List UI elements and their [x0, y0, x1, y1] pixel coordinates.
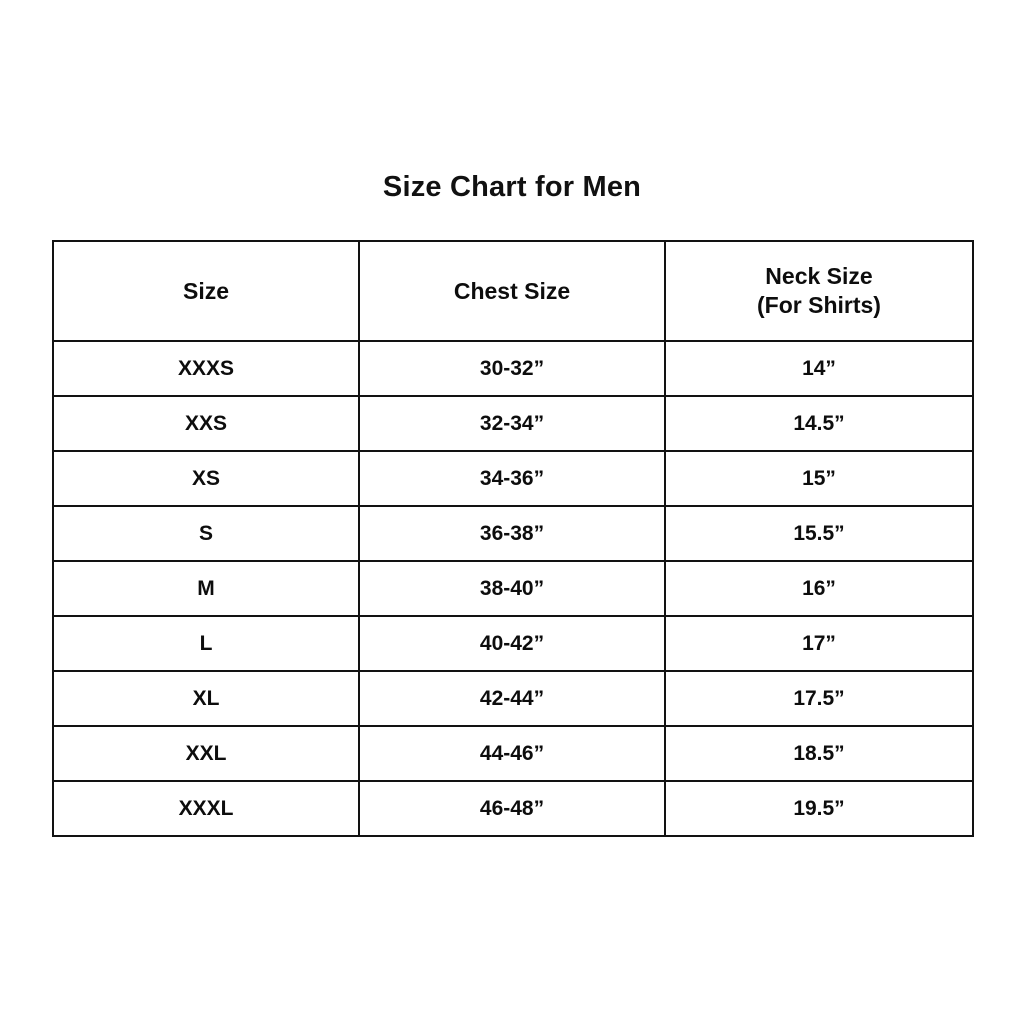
table-row: XXXL 46-48” 19.5”	[52, 780, 974, 837]
table-header-row: Size Chest Size Neck Size (For Shirts)	[52, 240, 974, 342]
cell-size: XXXS	[52, 340, 360, 397]
column-header-neck-size-line2: (For Shirts)	[757, 292, 881, 318]
table-row: XL 42-44” 17.5”	[52, 670, 974, 727]
table-row: L 40-42” 17”	[52, 615, 974, 672]
cell-size: XS	[52, 450, 360, 507]
cell-chest-size: 30-32”	[358, 340, 666, 397]
cell-size: L	[52, 615, 360, 672]
column-header-size: Size	[52, 240, 360, 342]
cell-size: M	[52, 560, 360, 617]
cell-chest-size: 46-48”	[358, 780, 666, 837]
cell-size: S	[52, 505, 360, 562]
table-header: Size Chest Size Neck Size (For Shirts)	[52, 240, 974, 342]
cell-neck-size: 16”	[664, 560, 974, 617]
cell-chest-size: 44-46”	[358, 725, 666, 782]
cell-chest-size: 36-38”	[358, 505, 666, 562]
table-row: XXL 44-46” 18.5”	[52, 725, 974, 782]
table-row: M 38-40” 16”	[52, 560, 974, 617]
page-title: Size Chart for Men	[382, 171, 642, 203]
table-row: XS 34-36” 15”	[52, 450, 974, 507]
table-row: S 36-38” 15.5”	[52, 505, 974, 562]
cell-neck-size: 15”	[664, 450, 974, 507]
cell-neck-size: 15.5”	[664, 505, 974, 562]
cell-chest-size: 40-42”	[358, 615, 666, 672]
cell-chest-size: 42-44”	[358, 670, 666, 727]
table-body: XXXS 30-32” 14” XXS 32-34” 14.5” XS 34-36” 15” S 3…	[52, 340, 974, 837]
cell-size: XXXL	[52, 780, 360, 837]
cell-neck-size: 17”	[664, 615, 974, 672]
cell-neck-size: 17.5”	[664, 670, 974, 727]
column-header-chest-size: Chest Size	[358, 240, 666, 342]
cell-neck-size: 18.5”	[664, 725, 974, 782]
column-header-neck-size-line1: Neck Size	[765, 263, 873, 289]
table-row: XXXS 30-32” 14”	[52, 340, 974, 397]
table-row: XXS 32-34” 14.5”	[52, 395, 974, 452]
cell-chest-size: 32-34”	[358, 395, 666, 452]
column-header-neck-size: Neck Size (For Shirts)	[664, 240, 974, 342]
cell-size: XXS	[52, 395, 360, 452]
cell-chest-size: 34-36”	[358, 450, 666, 507]
cell-neck-size: 14”	[664, 340, 974, 397]
cell-size: XL	[52, 670, 360, 727]
cell-size: XXL	[52, 725, 360, 782]
cell-neck-size: 19.5”	[664, 780, 974, 837]
cell-chest-size: 38-40”	[358, 560, 666, 617]
size-chart-table: Size Chest Size Neck Size (For Shirts) X…	[52, 240, 974, 837]
cell-neck-size: 14.5”	[664, 395, 974, 452]
